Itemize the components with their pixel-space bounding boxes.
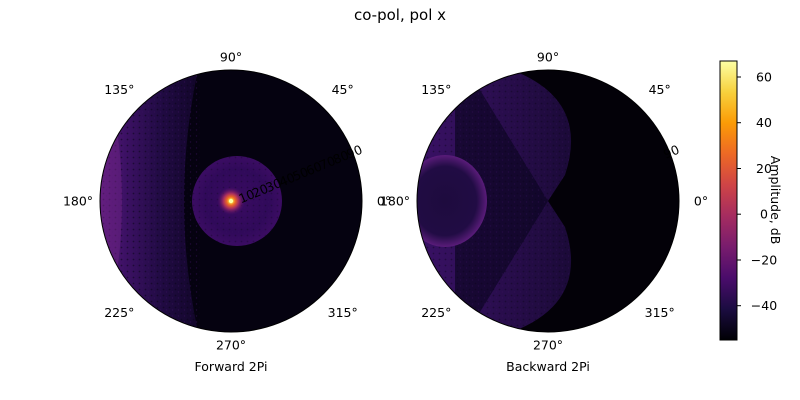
forward-heatmap (100, 70, 362, 332)
radial-tick-label: 90 (661, 142, 681, 162)
angle-tick-label: 0° (694, 194, 708, 209)
forward-xlabel: Forward 2Pi (195, 359, 268, 374)
radial-tick-label: 80 (331, 147, 351, 167)
backward-plot-frame (416, 69, 680, 333)
colorbar: −40 −20 0 20 40 60 Amplitude, dB (719, 60, 783, 341)
backward-disc (417, 155, 487, 247)
forward-plot-frame (99, 69, 363, 333)
angle-tick-label: 180° (63, 194, 93, 209)
radial-tick-label: 40 (277, 170, 297, 190)
colorbar-tick-label: −20 (751, 253, 777, 268)
angle-tick-label: 180° (380, 194, 410, 209)
radial-tick-label: 90 (344, 142, 364, 162)
colorbar-label: Amplitude, dB (768, 156, 783, 245)
backward-xlabel: Backward 2Pi (506, 359, 590, 374)
figure-title: co-pol, pol x (354, 6, 446, 24)
colorbar-ticks: −40 −20 0 20 40 60 (737, 70, 777, 313)
angle-tick-label: 90° (537, 50, 559, 65)
backward-polar-plot: 0° 45° 90° 135° 180° 225° 270° 315° 90 Backward… (380, 50, 708, 375)
angle-tick-label: 135° (104, 82, 134, 97)
angle-tick-label: 45° (649, 82, 671, 97)
radial-tick-label: 20 (250, 181, 270, 201)
angle-tick-label: 90° (220, 50, 242, 65)
colorbar-tick-label: 40 (756, 115, 772, 130)
angle-tick-label: 270° (533, 338, 563, 353)
radial-tick-label: 70 (317, 153, 337, 173)
angle-tick-label: 0° (377, 194, 391, 209)
colorbar-tick-label: −40 (751, 298, 777, 313)
radial-tick-label: 60 (304, 158, 324, 178)
forward-peak (228, 198, 234, 204)
forward-polar-plot: 0° 45° 90° 135° 180° 225° 270° 315° 10203040506… (63, 50, 391, 375)
backward-speckle (417, 70, 572, 332)
colorbar-tick-label: 0 (760, 207, 768, 222)
forward-angle-tick-labels: 0° 45° 90° 135° 180° 225° 270° 315° (63, 50, 391, 353)
backward-angle-tick-labels: 0° 45° 90° 135° 180° 225° 270° 315° (380, 50, 708, 353)
angle-tick-label: 225° (104, 305, 134, 320)
angle-tick-label: 135° (421, 82, 451, 97)
angle-tick-label: 270° (216, 338, 246, 353)
angle-tick-label: 315° (328, 305, 358, 320)
radial-tick-label: 30 (263, 175, 283, 195)
radial-tick-label: 50 (290, 164, 310, 184)
colorbar-gradient (719, 60, 738, 341)
colorbar-tick-label: 60 (756, 70, 772, 85)
backward-radial-tick-labels: 90 (661, 142, 681, 162)
angle-tick-label: 315° (645, 305, 675, 320)
colorbar-tick-label: 20 (756, 161, 772, 176)
backward-heatmap (417, 70, 679, 332)
radial-tick-label: 10 (236, 186, 256, 206)
angle-tick-label: 225° (421, 305, 451, 320)
angle-tick-label: 45° (332, 82, 354, 97)
